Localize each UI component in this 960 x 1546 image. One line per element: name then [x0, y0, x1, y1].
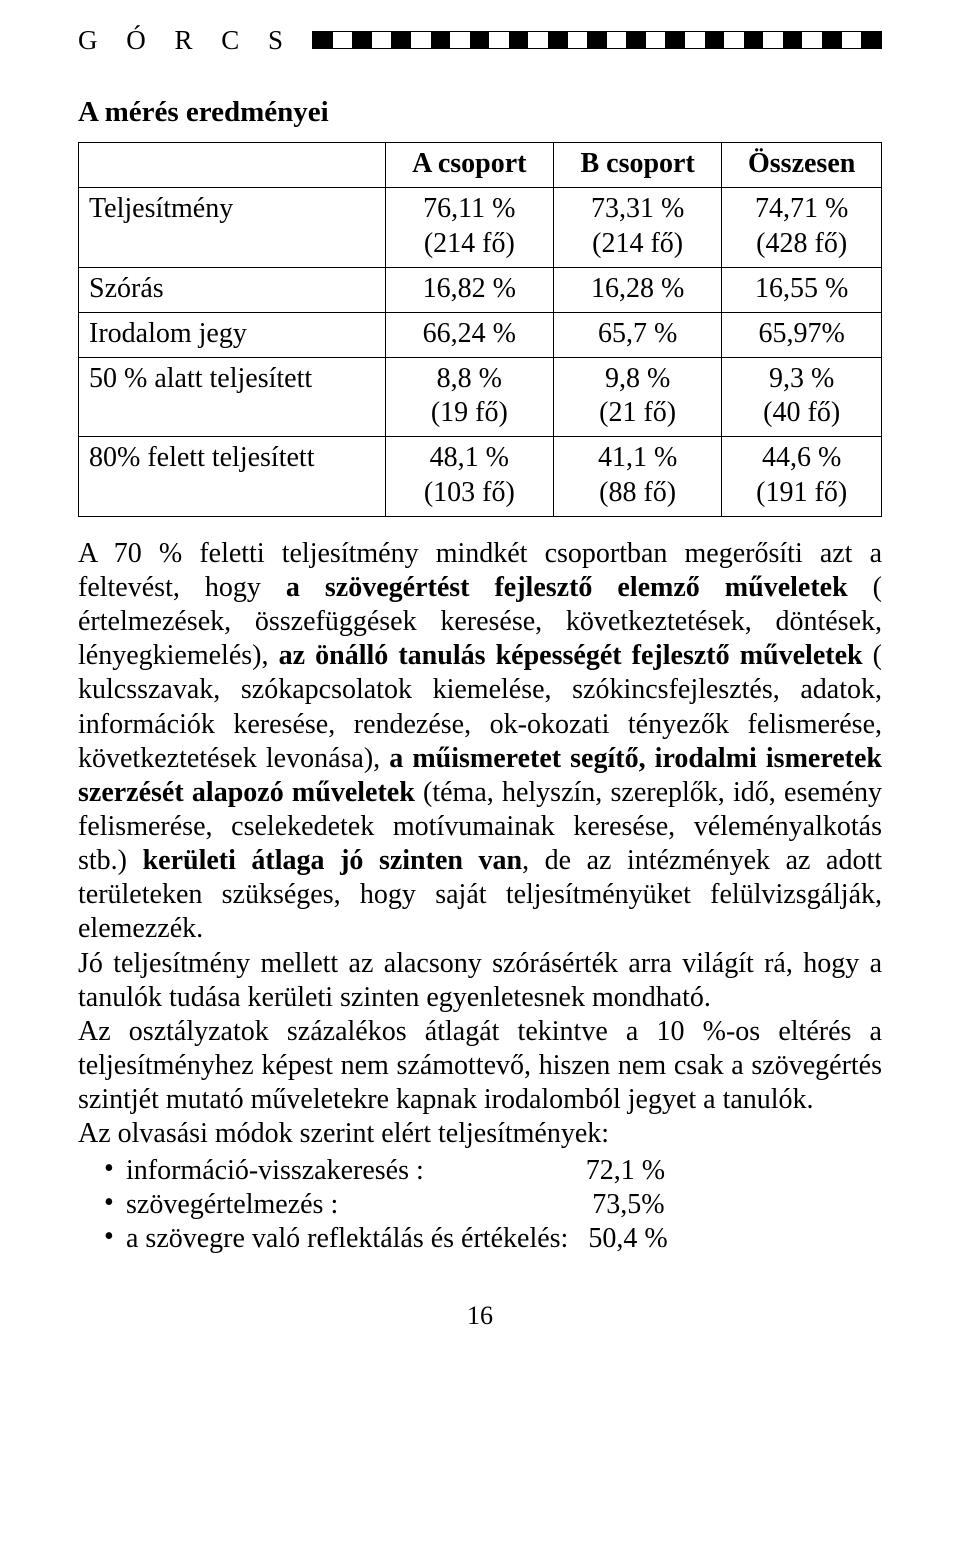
metric-value: 72,1 %: [586, 1155, 665, 1186]
table-row: Teljesítmény 76,11 % (214 fő) 73,31 % (2…: [79, 188, 882, 267]
cell: 65,7 %: [553, 312, 721, 357]
table-row: Irodalom jegy 66,24 % 65,7 % 65,97%: [79, 312, 882, 357]
cell: 9,8 % (21 fő): [553, 358, 721, 437]
table-row: 50 % alatt teljesített 8,8 % (19 fő) 9,8…: [79, 358, 882, 437]
row-label: Szórás: [79, 267, 386, 312]
results-table: A csoport B csoport Összesen Teljesítmén…: [78, 142, 882, 516]
cell: 48,1 % (103 fő): [385, 437, 553, 516]
brand-text: G Ó R C S: [78, 24, 294, 57]
body-text: A 70 % feletti teljesítmény mindkét csop…: [78, 537, 882, 1256]
paragraph-3: Az osztályzatok százalékos átlagát tekin…: [78, 1015, 882, 1117]
cell: 66,24 %: [385, 312, 553, 357]
metric-value: 50,4 %: [588, 1223, 667, 1254]
page: G Ó R C S A mérés eredményei A csoport B…: [0, 0, 960, 1372]
checker-strip: [312, 31, 882, 49]
table-row: 80% felett teljesített 48,1 % (103 fő) 4…: [79, 437, 882, 516]
cell: 8,8 % (19 fő): [385, 358, 553, 437]
paragraph-4: Az olvasási módok szerint elért teljesít…: [78, 1117, 882, 1151]
cell: 74,71 % (428 fő): [722, 188, 882, 267]
list-item: információ-visszakeresés : 72,1 %: [104, 1154, 882, 1188]
table-header-row: A csoport B csoport Összesen: [79, 143, 882, 188]
list-item: szövegértelmezés : 73,5%: [104, 1188, 882, 1222]
cell: 76,11 % (214 fő): [385, 188, 553, 267]
cell: 16,28 %: [553, 267, 721, 312]
cell: 73,31 % (214 fő): [553, 188, 721, 267]
col-b: B csoport: [553, 143, 721, 188]
table-row: Szórás 16,82 % 16,28 % 16,55 %: [79, 267, 882, 312]
paragraph-2: Jó teljesítmény mellett az alacsony szór…: [78, 947, 882, 1015]
cell: 65,97%: [722, 312, 882, 357]
metric-value: 73,5%: [592, 1189, 664, 1220]
bold-text: a szövegértést fejlesztő elemző művelete…: [286, 572, 848, 603]
cell: 41,1 % (88 fő): [553, 437, 721, 516]
col-blank: [79, 143, 386, 188]
metric-label: információ-visszakeresés :: [126, 1155, 424, 1186]
row-label: Irodalom jegy: [79, 312, 386, 357]
bullet-list: információ-visszakeresés : 72,1 % szöveg…: [78, 1154, 882, 1256]
header: G Ó R C S: [78, 24, 882, 57]
section-title: A mérés eredményei: [78, 95, 882, 130]
col-sum: Összesen: [722, 143, 882, 188]
list-item: a szövegre való reflektálás és értékelés…: [104, 1222, 882, 1256]
cell: 44,6 % (191 fő): [722, 437, 882, 516]
cell: 16,55 %: [722, 267, 882, 312]
row-label: Teljesítmény: [79, 188, 386, 267]
metric-label: a szövegre való reflektálás és értékelés…: [126, 1223, 568, 1254]
row-label: 50 % alatt teljesített: [79, 358, 386, 437]
metric-label: szövegértelmezés :: [126, 1189, 338, 1220]
paragraph-1: A 70 % feletti teljesítmény mindkét csop…: [78, 537, 882, 947]
cell: 9,3 % (40 fő): [722, 358, 882, 437]
col-a: A csoport: [385, 143, 553, 188]
row-label: 80% felett teljesített: [79, 437, 386, 516]
page-number: 16: [78, 1300, 882, 1332]
bold-text: kerületi átlaga jó szinten van: [143, 845, 523, 876]
cell: 16,82 %: [385, 267, 553, 312]
bold-text: az önálló tanulás képességét fejlesztő m…: [279, 640, 863, 671]
